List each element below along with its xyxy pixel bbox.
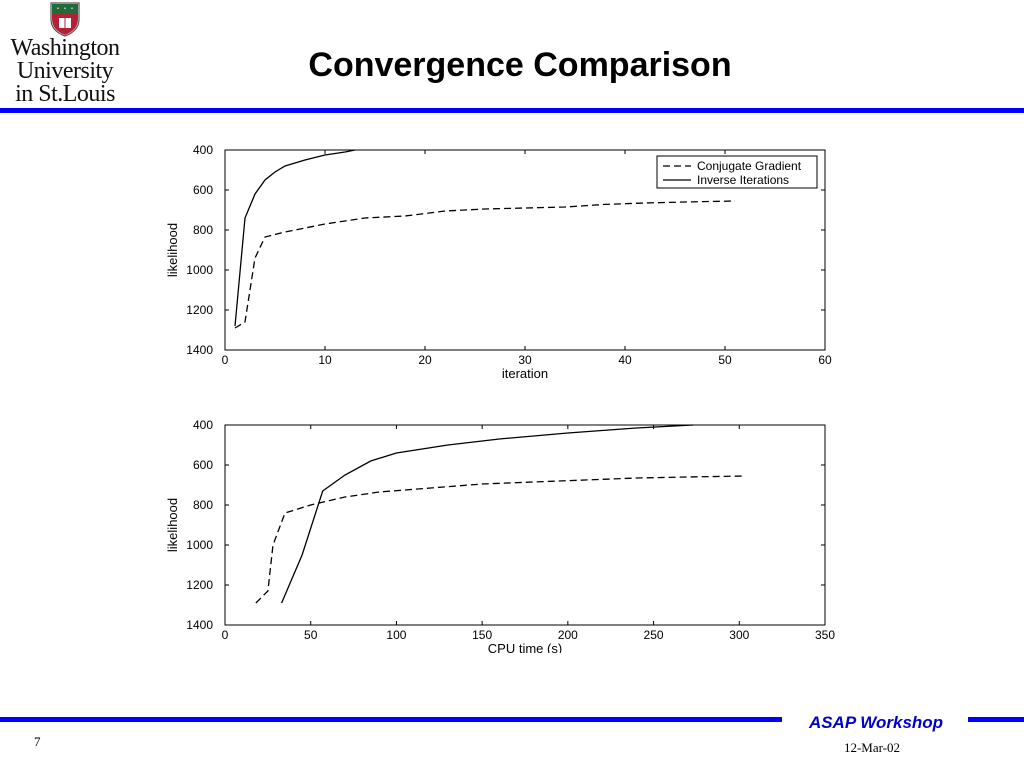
x-tick-label: 60 [818,353,832,367]
y-tick-label: 1000 [186,538,213,552]
y-tick-label: 1400 [186,343,213,357]
chart-iteration-svg: 0 10 20 30 40 50 60 400 600 800 1000 1200 1400 iterat… [165,143,832,378]
footer-date: 12-Mar-02 [843,740,900,755]
logo-line-1: Washington [10,35,120,61]
y-tick-label: 1200 [186,578,213,592]
y-axis-label: likelihood [165,223,180,277]
logo-line-3: in St.Louis [15,81,115,107]
x-tick-label: 50 [718,353,732,367]
series-line-conjugate-gradient [234,200,736,329]
y-tick-label: 400 [193,143,213,157]
chart-cpu-time: 0 50 100 150 200 250 300 350 400 600 800 1000 1200 14… [150,413,850,653]
logo-line-2: University [16,58,114,84]
x-tick-label: 50 [304,628,318,642]
x-tick-label: 100 [386,628,406,642]
footer-brand: ASAP Workshop [808,713,944,732]
x-tick-label: 10 [318,353,332,367]
x-tick-label: 0 [222,628,229,642]
y-tick-label: 600 [193,458,213,472]
y-tick-label: 1000 [186,263,213,277]
x-tick-label: 250 [644,628,664,642]
y-tick-label: 400 [193,418,213,432]
crest-icon [50,2,80,37]
y-tick-label: 800 [193,223,213,237]
x-tick-label: 350 [815,628,835,642]
x-tick-label: 300 [729,628,749,642]
y-axis-label: likelihood [165,498,180,552]
legend-label: Conjugate Gradient [697,159,802,173]
footer-rule-right [968,717,1024,722]
x-tick-label: 40 [618,353,632,367]
x-tick-label: 30 [518,353,532,367]
x-tick-label: 200 [558,628,578,642]
x-axis-label: CPU time (s) [488,641,562,653]
x-axis-label: iteration [502,366,548,378]
y-tick-label: 600 [193,183,213,197]
university-logo: Washington University in St.Louis [0,0,130,108]
x-tick-label: 20 [418,353,432,367]
footer-rule-left [0,717,782,722]
legend-label: Inverse Iterations [697,173,789,187]
chart-iteration: 0 10 20 30 40 50 60 400 600 800 1000 1200 1400 iterat… [150,138,850,378]
x-tick-label: 150 [472,628,492,642]
header-rule [0,108,1024,113]
series-line-inverse-iterations [234,149,356,327]
y-tick-label: 1400 [186,618,213,632]
plot-frame [224,424,826,626]
series-line-conjugate-gradient [255,475,745,604]
series-line-inverse-iterations [281,424,694,604]
chart-cpu-time-svg: 0 50 100 150 200 250 300 350 400 600 800 1000 1200 14… [165,418,835,653]
y-tick-label: 800 [193,498,213,512]
legend-box [656,155,818,189]
y-tick-label: 1200 [186,303,213,317]
slide-title: Convergence Comparison [308,46,732,84]
page-number: 7 [34,734,41,749]
x-tick-label: 0 [222,353,229,367]
